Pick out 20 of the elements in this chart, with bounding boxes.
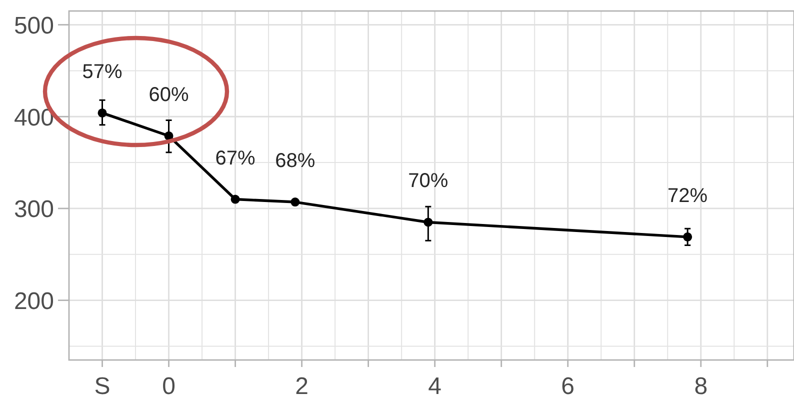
y-tick-label: 200 bbox=[14, 288, 54, 315]
point bbox=[98, 108, 107, 118]
point bbox=[424, 218, 433, 227]
annotation: 57% bbox=[82, 60, 122, 83]
annotation: 68% bbox=[275, 150, 316, 172]
y-tick-label: 300 bbox=[14, 196, 54, 224]
annotation: 60% bbox=[148, 84, 189, 106]
x-tick-label: 0 bbox=[162, 373, 176, 400]
x-tick-label: 4 bbox=[428, 373, 442, 400]
x-tick-label: S bbox=[94, 373, 110, 400]
point bbox=[230, 194, 240, 204]
x-tick-label: 6 bbox=[561, 373, 575, 400]
x-tick-label: 8 bbox=[694, 373, 708, 400]
annotation: 72% bbox=[668, 184, 708, 207]
point bbox=[683, 232, 692, 242]
annotation: 67% bbox=[215, 147, 256, 170]
annotation: 70% bbox=[408, 170, 448, 192]
x-tick-label: 2 bbox=[295, 373, 308, 400]
point bbox=[290, 198, 300, 207]
y-tick-label: 500 bbox=[14, 12, 54, 40]
